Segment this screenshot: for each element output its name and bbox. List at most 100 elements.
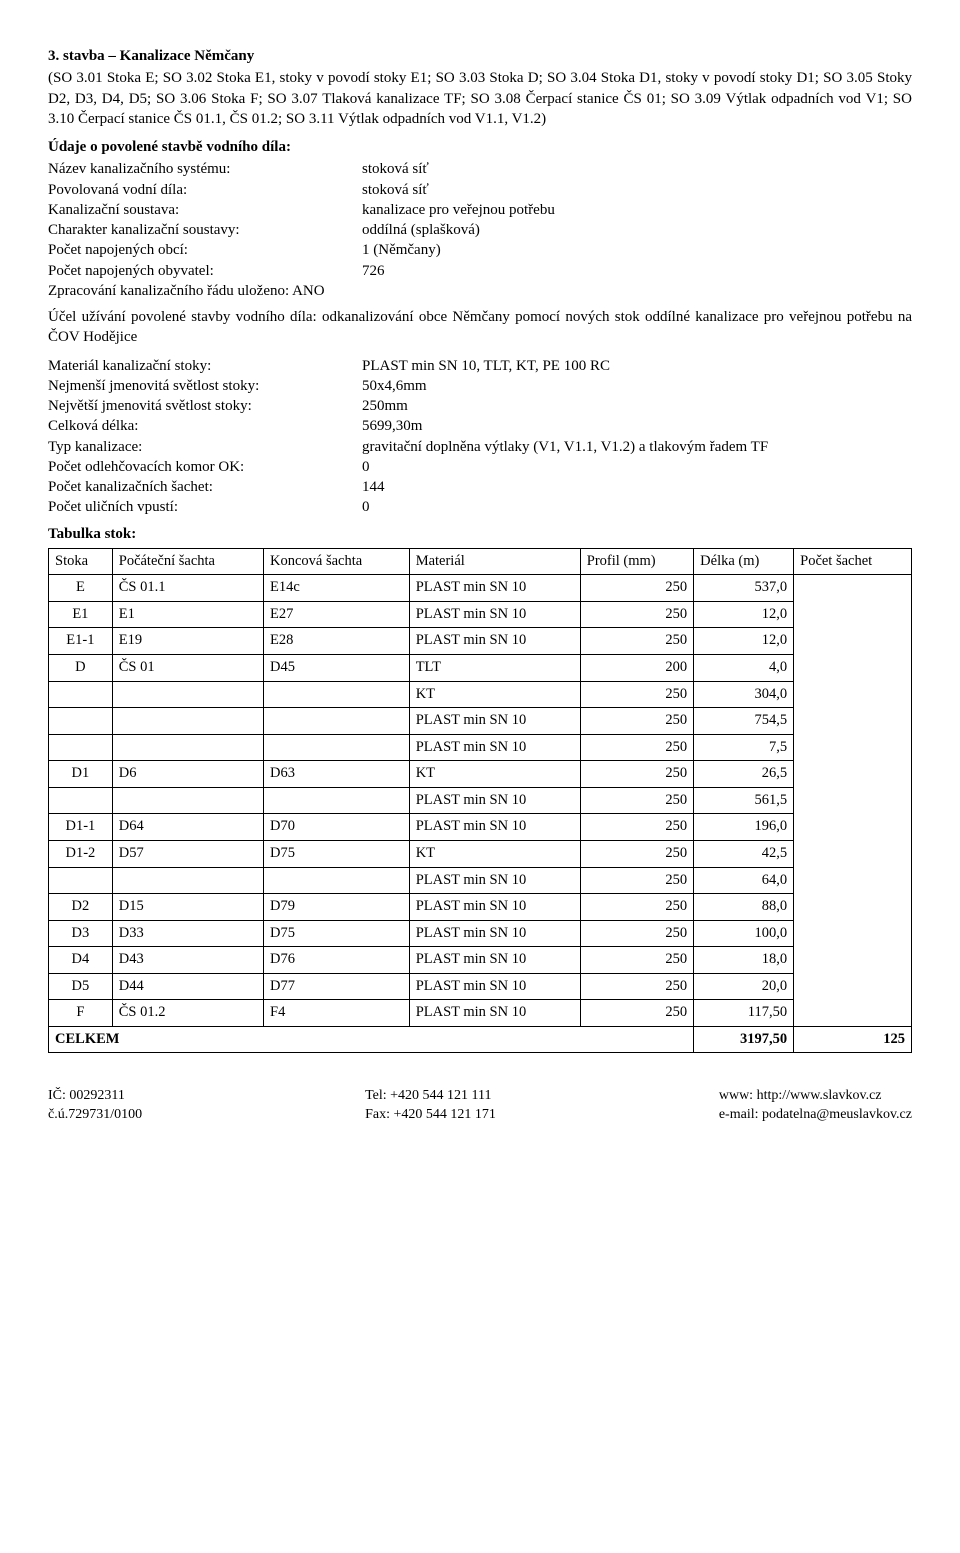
kv-value: 144 [362,477,772,497]
kv-key: Počet napojených obyvatel: [48,261,362,281]
kv-row: Nejmenší jmenovitá světlost stoky:50x4,6… [48,376,772,396]
footer-left: IČ: 00292311 č.ú.729731/0100 [48,1087,142,1125]
table-cell: PLAST min SN 10 [409,947,580,974]
table-cell: D79 [264,894,410,921]
table-cell: ČS 01.1 [112,575,263,602]
table-cell [112,787,263,814]
table-cell: PLAST min SN 10 [409,628,580,655]
kv-value: 250mm [362,396,772,416]
table-cell: 537,0 [694,575,794,602]
table-row: D1-1D64D70PLAST min SN 10250196,0 [49,814,912,841]
footer-cu: č.ú.729731/0100 [48,1106,142,1125]
table-cell: D15 [112,894,263,921]
kv-row: Povolovaná vodní díla:stoková síť [48,180,559,200]
table-cell: 250 [580,814,693,841]
table-cell: 4,0 [694,655,794,682]
table-cell: E19 [112,628,263,655]
table-cell [49,787,113,814]
table-row: D3D33D75PLAST min SN 10250100,0 [49,920,912,947]
table-cell [112,708,263,735]
table-cell: D2 [49,894,113,921]
table-cell: PLAST min SN 10 [409,575,580,602]
col-material: Materiál [409,548,580,575]
kv-value: 726 [362,261,559,281]
table-cell: PLAST min SN 10 [409,734,580,761]
table-row: PLAST min SN 102507,5 [49,734,912,761]
table-total-row: CELKEM3197,50125 [49,1026,912,1053]
table-cell: D1-1 [49,814,113,841]
table-cell [49,681,113,708]
kv-row: Celková délka:5699,30m [48,416,772,436]
table-cell: 250 [580,681,693,708]
kv-row: Počet napojených obyvatel:726 [48,261,559,281]
table-cell: PLAST min SN 10 [409,708,580,735]
table-cell: PLAST min SN 10 [409,814,580,841]
kv-row: Kanalizační soustava:kanalizace pro veře… [48,200,559,220]
kv-table-2: Materiál kanalizační stoky:PLAST min SN … [48,356,772,518]
table-cell: D75 [264,920,410,947]
table-cell: E1 [112,601,263,628]
table-cell: D5 [49,973,113,1000]
table-cell [49,734,113,761]
section-title: 3. stavba – Kanalizace Němčany [48,46,912,66]
table-cell [264,734,410,761]
table-cell [49,867,113,894]
table-cell: 250 [580,947,693,974]
kv-key: Počet odlehčovacích komor OK: [48,457,362,477]
table-row: D5D44D77PLAST min SN 1025020,0 [49,973,912,1000]
kv-key: Počet kanalizačních šachet: [48,477,362,497]
table-cell: D43 [112,947,263,974]
table-cell: D44 [112,973,263,1000]
footer-www: www: http://www.slavkov.cz [719,1087,912,1106]
kv-key: Kanalizační soustava: [48,200,362,220]
kv-row: Typ kanalizace:gravitační doplněna výtla… [48,437,772,457]
table-cell: D33 [112,920,263,947]
table-cell: 12,0 [694,628,794,655]
table-cell: 200 [580,655,693,682]
table-cell: 250 [580,601,693,628]
table-cell: E28 [264,628,410,655]
table-cell: F4 [264,1000,410,1027]
kv-row: Počet uličních vpustí:0 [48,497,772,517]
table-cell: 42,5 [694,840,794,867]
table-cell: D63 [264,761,410,788]
footer-ic: IČ: 00292311 [48,1087,142,1106]
table-cell [264,681,410,708]
table-cell: D64 [112,814,263,841]
table-cell: ČS 01 [112,655,263,682]
table-row: D2D15D79PLAST min SN 1025088,0 [49,894,912,921]
subheading-udaje: Údaje o povolené stavbě vodního díla: [48,137,912,157]
table-cell [112,867,263,894]
table-cell: 250 [580,840,693,867]
kv-value: kanalizace pro veřejnou potřebu [362,200,559,220]
footer-tel: Tel: +420 544 121 111 [365,1087,496,1106]
kv-key: Největší jmenovitá světlost stoky: [48,396,362,416]
table-cell: D [49,655,113,682]
table-cell: 250 [580,628,693,655]
table-row: PLAST min SN 1025064,0 [49,867,912,894]
table-row: PLAST min SN 10250561,5 [49,787,912,814]
table-cell: E1 [49,601,113,628]
kv-value: 0 [362,497,772,517]
section-description: (SO 3.01 Stoka E; SO 3.02 Stoka E1, stok… [48,68,912,129]
col-profil: Profil (mm) [580,548,693,575]
table-cell: D1 [49,761,113,788]
table-cell: 100,0 [694,920,794,947]
table-cell: PLAST min SN 10 [409,787,580,814]
page-footer: IČ: 00292311 č.ú.729731/0100 Tel: +420 5… [48,1087,912,1125]
table-cell: 250 [580,575,693,602]
footer-email: e-mail: podatelna@meuslavkov.cz [719,1106,912,1125]
kv-value: stoková síť [362,180,559,200]
table-cell: D70 [264,814,410,841]
table-cell: 64,0 [694,867,794,894]
table-cell: PLAST min SN 10 [409,1000,580,1027]
table-cell: 250 [580,894,693,921]
table-cell: D57 [112,840,263,867]
kv-key: Celková délka: [48,416,362,436]
table-cell: F [49,1000,113,1027]
table-cell: E [49,575,113,602]
kv-value: 1 (Němčany) [362,240,559,260]
table-cell [112,734,263,761]
table-cell: 117,50 [694,1000,794,1027]
table-row: PLAST min SN 10250754,5 [49,708,912,735]
